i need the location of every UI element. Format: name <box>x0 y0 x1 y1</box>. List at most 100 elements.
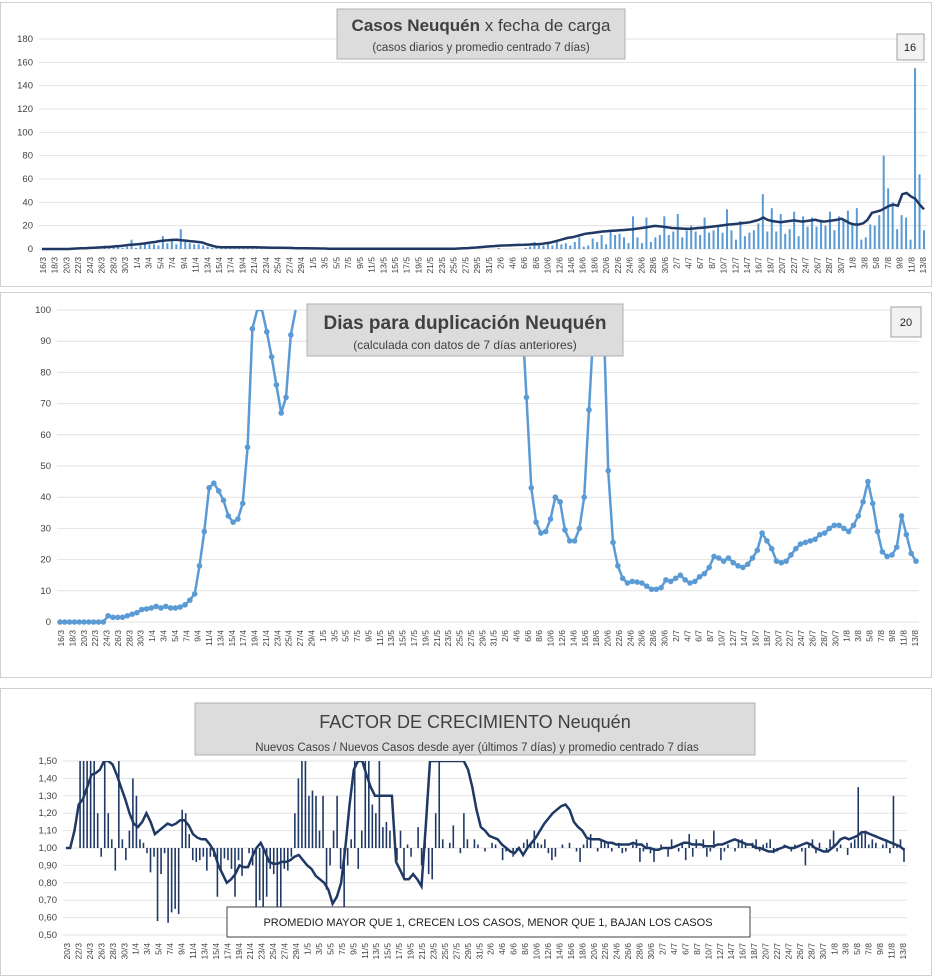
data-point <box>571 538 578 544</box>
bar <box>547 848 550 854</box>
data-point <box>619 575 626 582</box>
x-tick-label: 25/4 <box>284 630 294 647</box>
bar <box>108 247 111 249</box>
x-tick-label: 2/7 <box>658 943 668 955</box>
bar <box>262 848 264 913</box>
x-tick-label: 26/6 <box>636 257 646 274</box>
bar <box>96 813 99 848</box>
data-point <box>288 332 294 338</box>
x-tick-label: 22/3 <box>73 257 83 274</box>
bar <box>114 848 117 871</box>
x-tick-label: 3/8 <box>859 257 869 269</box>
x-tick-label: 5/8 <box>871 257 881 269</box>
x-tick-label: 17/5 <box>409 630 419 647</box>
bar <box>811 839 814 848</box>
y-tick-label: 0 <box>28 244 33 255</box>
bar <box>544 839 546 848</box>
bar <box>329 848 331 866</box>
x-tick-label: 18/7 <box>749 943 759 960</box>
bar <box>658 235 661 249</box>
x-tick-label: 17/4 <box>222 943 232 960</box>
x-tick-label: 3/8 <box>841 943 851 955</box>
bar <box>596 848 599 852</box>
data-point <box>143 606 150 612</box>
bar <box>867 844 870 848</box>
bar <box>193 244 196 249</box>
x-tick-label: 26/7 <box>812 257 822 274</box>
x-tick-label: 17/5 <box>394 943 404 960</box>
bar <box>107 813 110 848</box>
x-tick-label: 23/4 <box>257 943 267 960</box>
data-point <box>672 575 679 582</box>
x-tick-label: 26/6 <box>637 630 647 647</box>
data-point <box>66 619 73 625</box>
data-point <box>114 614 121 621</box>
x-tick-label: 7/4 <box>165 943 175 955</box>
bar <box>396 848 398 861</box>
bar <box>188 834 191 848</box>
data-point <box>605 467 612 474</box>
x-tick-label: 4/6 <box>507 257 517 269</box>
bar <box>600 839 602 848</box>
bar <box>551 245 554 249</box>
bar <box>258 848 261 901</box>
bar <box>739 221 742 249</box>
x-tick-label: 21/4 <box>245 943 255 960</box>
bar <box>871 839 874 848</box>
bar <box>672 231 675 249</box>
x-tick-label: 28/7 <box>824 257 834 274</box>
data-point <box>220 497 227 504</box>
bar <box>833 230 836 249</box>
bar <box>322 795 324 848</box>
bar <box>853 839 856 848</box>
bar <box>139 839 141 848</box>
bar <box>889 848 891 854</box>
data-point <box>744 561 751 568</box>
bar <box>607 842 610 848</box>
data-point <box>802 539 809 546</box>
x-tick-label: 24/3 <box>85 943 95 960</box>
data-point <box>860 499 866 505</box>
y-tick-label: 180 <box>17 34 33 45</box>
data-point <box>273 382 280 388</box>
bar <box>177 848 180 915</box>
bar <box>899 839 902 848</box>
data-point <box>263 329 270 335</box>
x-tick-label: 9/5 <box>363 630 373 642</box>
x-tick-label: 13/5 <box>371 943 381 960</box>
x-tick-label: 2/6 <box>496 257 506 269</box>
data-point <box>817 531 823 538</box>
x-tick-label: 26/6 <box>623 943 633 960</box>
bar <box>618 233 621 249</box>
y-tick-label: 10 <box>40 586 51 597</box>
bar <box>152 244 155 249</box>
x-tick-label: 16/7 <box>754 257 764 274</box>
data-point <box>865 478 871 485</box>
y-tick-label: 90 <box>40 336 51 347</box>
x-tick-label: 17/4 <box>226 257 236 274</box>
data-point <box>869 500 876 507</box>
bar <box>175 244 178 249</box>
x-tick-label: 7/4 <box>167 257 177 269</box>
bar <box>466 839 469 848</box>
x-tick-label: 5/4 <box>170 630 180 642</box>
x-tick-label: 22/3 <box>73 943 83 960</box>
bar <box>564 243 567 249</box>
x-tick-label: 26/3 <box>97 257 107 274</box>
bar <box>197 244 200 249</box>
bar <box>596 242 599 249</box>
bar <box>463 813 465 848</box>
x-tick-label: 13/5 <box>386 630 396 647</box>
x-tick-label: 10/6 <box>532 943 542 960</box>
x-tick-label: 8/7 <box>707 257 717 269</box>
bar <box>621 848 624 854</box>
x-tick-label: 2/6 <box>500 630 510 642</box>
x-tick-label: 16/6 <box>578 257 588 274</box>
data-point <box>913 558 919 564</box>
x-tick-label: 6/7 <box>695 257 705 269</box>
data-point <box>167 605 174 611</box>
bar <box>820 219 823 249</box>
x-tick-label: 14/7 <box>742 257 752 274</box>
y-tick-label: 100 <box>35 305 51 316</box>
x-tick-label: 11/4 <box>204 630 214 646</box>
